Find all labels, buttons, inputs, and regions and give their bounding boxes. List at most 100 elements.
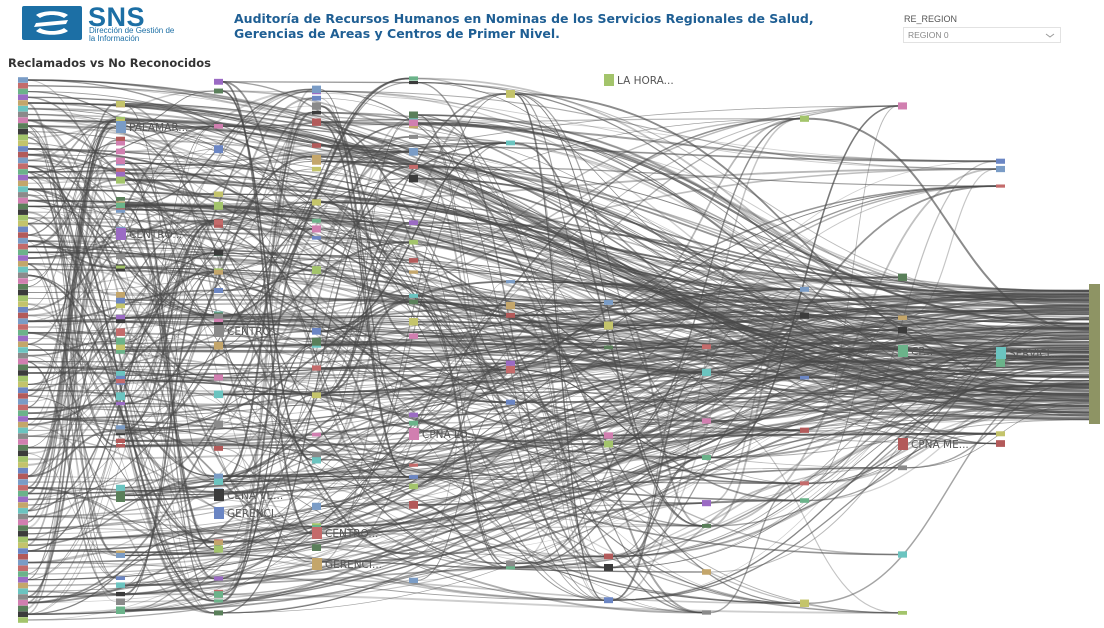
sankey-node[interactable] xyxy=(604,440,613,448)
sankey-node[interactable] xyxy=(312,118,321,126)
sankey-node[interactable] xyxy=(800,599,809,608)
sankey-node[interactable] xyxy=(18,571,28,577)
sankey-node[interactable] xyxy=(409,577,418,583)
sankey-node[interactable] xyxy=(18,467,28,474)
sankey-node[interactable] xyxy=(702,500,711,507)
sankey-node[interactable] xyxy=(506,560,515,567)
sankey-node[interactable] xyxy=(214,529,223,533)
sankey-node[interactable] xyxy=(18,536,28,543)
sankey-node[interactable] xyxy=(18,306,28,313)
sankey-node-labeled[interactable] xyxy=(996,347,1006,359)
sankey-node[interactable] xyxy=(18,611,28,618)
sankey-node[interactable] xyxy=(506,399,515,405)
sankey-node[interactable] xyxy=(18,192,28,198)
sankey-node[interactable] xyxy=(702,610,711,615)
sankey-node[interactable] xyxy=(18,140,28,146)
sankey-node[interactable] xyxy=(18,450,28,457)
sankey-node[interactable] xyxy=(312,456,321,464)
sankey-node[interactable] xyxy=(898,273,907,281)
sankey-node[interactable] xyxy=(18,370,28,376)
sankey-node[interactable] xyxy=(312,327,321,335)
sankey-node[interactable] xyxy=(116,292,125,298)
sankey-node[interactable] xyxy=(409,333,418,339)
sankey-node[interactable] xyxy=(312,392,321,399)
sankey-node[interactable] xyxy=(702,569,711,575)
sankey-node[interactable] xyxy=(214,249,223,256)
sankey-node[interactable] xyxy=(506,365,515,374)
sankey-node[interactable] xyxy=(312,432,321,437)
sankey-node[interactable] xyxy=(18,318,28,325)
sankey-node[interactable] xyxy=(214,473,223,479)
sankey-node[interactable] xyxy=(116,197,125,201)
sankey-node[interactable] xyxy=(116,402,125,406)
sankey-node[interactable] xyxy=(312,337,321,346)
sankey-node[interactable] xyxy=(702,344,711,350)
sankey-node[interactable] xyxy=(214,610,223,616)
sankey-node[interactable] xyxy=(116,319,125,324)
sankey-node[interactable] xyxy=(116,576,125,580)
sankey-node[interactable] xyxy=(18,393,28,399)
sankey-node[interactable] xyxy=(116,552,125,558)
sankey-node[interactable] xyxy=(214,576,223,581)
sankey-node[interactable] xyxy=(214,269,223,275)
sankey-node[interactable] xyxy=(604,345,613,350)
sankey-node-final[interactable] xyxy=(1089,284,1100,424)
sankey-node[interactable] xyxy=(116,491,125,500)
sankey-node[interactable] xyxy=(18,617,28,623)
sankey-node[interactable] xyxy=(116,337,125,345)
sankey-node[interactable] xyxy=(702,368,711,376)
sankey-node[interactable] xyxy=(409,76,418,81)
sankey-node[interactable] xyxy=(312,452,321,458)
sankey-node[interactable] xyxy=(116,136,125,145)
sankey-node[interactable] xyxy=(18,203,28,210)
sankey-node[interactable] xyxy=(312,102,321,110)
sankey-node[interactable] xyxy=(116,148,125,155)
sankey-node[interactable] xyxy=(409,119,418,127)
sankey-node-labeled[interactable] xyxy=(116,228,126,240)
sankey-node[interactable] xyxy=(18,261,28,267)
sankey-node-labeled[interactable] xyxy=(604,74,614,86)
sankey-node[interactable] xyxy=(18,439,28,445)
sankey-node[interactable] xyxy=(18,410,28,416)
sankey-node[interactable] xyxy=(214,390,223,399)
sankey-node[interactable] xyxy=(18,157,28,164)
sankey-node[interactable] xyxy=(214,374,223,381)
sankey-node[interactable] xyxy=(18,352,28,359)
sankey-node[interactable] xyxy=(116,392,125,401)
sankey-node[interactable] xyxy=(18,559,28,566)
sankey-node[interactable] xyxy=(214,599,223,603)
sankey-node[interactable] xyxy=(18,88,28,95)
sankey-node[interactable] xyxy=(116,344,125,351)
sankey-node[interactable] xyxy=(996,158,1005,164)
sankey-node[interactable] xyxy=(18,496,28,503)
sankey-node[interactable] xyxy=(18,513,28,520)
sankey-node[interactable] xyxy=(18,255,28,261)
sankey-node[interactable] xyxy=(409,463,418,467)
sankey-node[interactable] xyxy=(18,347,28,353)
sankey-node-labeled[interactable] xyxy=(898,345,908,357)
sankey-node[interactable] xyxy=(18,490,28,497)
sankey-node[interactable] xyxy=(898,315,907,321)
sankey-node[interactable] xyxy=(116,598,125,606)
sankey-node[interactable] xyxy=(996,431,1005,437)
sankey-node[interactable] xyxy=(214,478,223,485)
sankey-node[interactable] xyxy=(18,82,28,89)
sankey-node[interactable] xyxy=(898,551,907,558)
sankey-node[interactable] xyxy=(996,184,1005,188)
sankey-node[interactable] xyxy=(409,501,418,509)
sankey-node[interactable] xyxy=(116,168,125,172)
sankey-node[interactable] xyxy=(116,444,125,448)
sankey-node[interactable] xyxy=(18,238,28,244)
sankey-node[interactable] xyxy=(116,497,125,502)
sankey-node[interactable] xyxy=(116,427,125,434)
sankey-node[interactable] xyxy=(18,519,28,526)
sankey-node[interactable] xyxy=(18,180,28,187)
sankey-node[interactable] xyxy=(214,317,223,325)
sankey-node[interactable] xyxy=(18,404,28,411)
sankey-node[interactable] xyxy=(409,552,418,556)
sankey-node[interactable] xyxy=(116,206,125,213)
sankey-node[interactable] xyxy=(18,358,28,365)
sankey-node[interactable] xyxy=(18,146,28,152)
sankey-node[interactable] xyxy=(312,85,321,94)
sankey-node[interactable] xyxy=(18,209,28,215)
